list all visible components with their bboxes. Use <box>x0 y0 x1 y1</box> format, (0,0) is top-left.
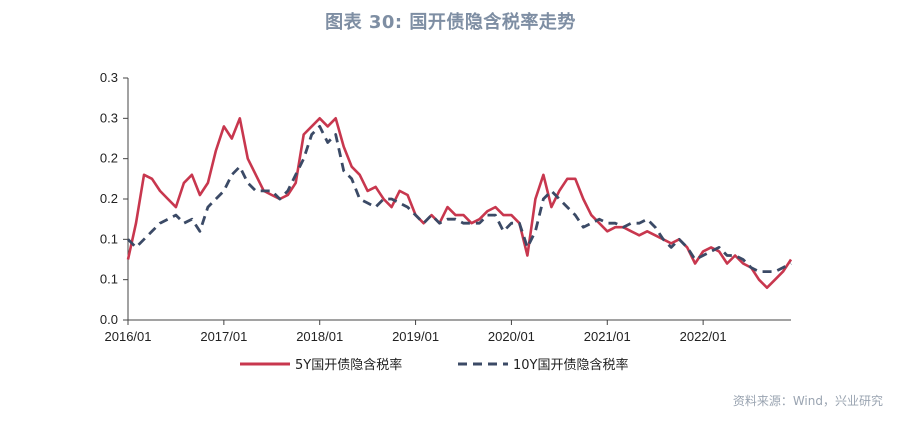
source-note: 资料来源：Wind，兴业研究 <box>732 394 883 408</box>
y-tick-label: 0.1 <box>100 231 118 246</box>
y-tick-label: 0.2 <box>100 151 118 166</box>
series-line-10y <box>127 125 792 274</box>
x-tick-label: 2020/01 <box>488 329 535 344</box>
y-tick-label: 0.3 <box>100 70 118 85</box>
x-tick-label: 2016/01 <box>105 329 152 344</box>
y-tick-label: 0.2 <box>100 191 118 206</box>
chart-title: 图表 30: 国开债隐含税率走势 <box>325 12 576 33</box>
legend-label: 10Y国开债隐含税率 <box>513 357 628 373</box>
x-tick-label: 2022/01 <box>680 329 727 344</box>
x-tick-label: 2019/01 <box>392 329 439 344</box>
legend-item-5y: 5Y国开债隐含税率 <box>240 357 402 373</box>
x-tick-label: 2021/01 <box>584 329 631 344</box>
x-tick-label: 2017/01 <box>200 329 247 344</box>
x-tick-label: 2018/01 <box>296 329 343 344</box>
legend-label: 5Y国开债隐含税率 <box>295 357 402 373</box>
series-line-5y <box>126 117 793 290</box>
chart-legend: 5Y国开债隐含税率 10Y国开债隐含税率 <box>240 357 628 373</box>
chart-lines <box>126 117 793 290</box>
y-tick-label: 0.3 <box>100 110 118 125</box>
y-tick-label: 0.0 <box>100 312 118 327</box>
y-tick-label: 0.1 <box>100 272 118 287</box>
legend-item-10y: 10Y国开债隐含税率 <box>458 357 628 373</box>
chart-axes: 0.0 0.1 0.1 0.2 0.2 0.3 0.3 2016/01 2017/01 2018/… <box>100 70 791 344</box>
